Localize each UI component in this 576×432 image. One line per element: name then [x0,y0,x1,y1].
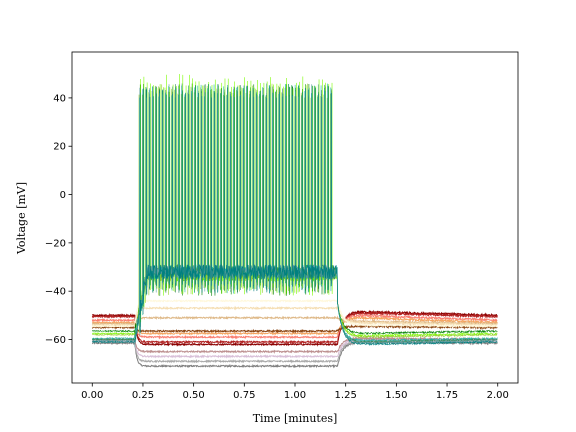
x-tick-label: 1.75 [436,390,458,401]
x-axis-label: Time [minutes] [253,412,338,425]
y-tick-label: 20 [53,142,66,153]
voltage-trace-line [92,305,498,328]
voltage-trace-line [91,313,498,340]
x-tick-label: 2.00 [487,390,509,401]
y-tick-label: −40 [45,287,66,298]
x-tick-label: 0.50 [183,390,205,401]
x-tick-label: 0.75 [233,390,255,401]
x-tick-label: 0.25 [132,390,154,401]
x-tick-label: 1.00 [284,390,306,401]
x-tick-label: 1.50 [385,390,407,401]
trace-layer [91,74,498,369]
x-axis: 0.00 0.25 0.50 0.75 1.00 1.25 1.50 1.75 2.00 [81,383,509,401]
y-axis-label: Voltage [mV] [15,182,28,255]
y-tick-label: −20 [45,238,66,249]
voltage-trace-line [92,84,498,347]
voltage-trace-line [91,310,498,345]
voltage-trace-line [91,315,498,336]
x-tick-label: 0.00 [81,390,103,401]
x-tick-label: 1.25 [335,390,357,401]
y-axis: −60 −40 −20 0 20 40 [45,93,72,346]
y-tick-label: 40 [53,93,66,104]
voltage-trace-line [91,298,498,329]
y-tick-label: −60 [45,335,66,346]
y-tick-label: 0 [60,190,66,201]
